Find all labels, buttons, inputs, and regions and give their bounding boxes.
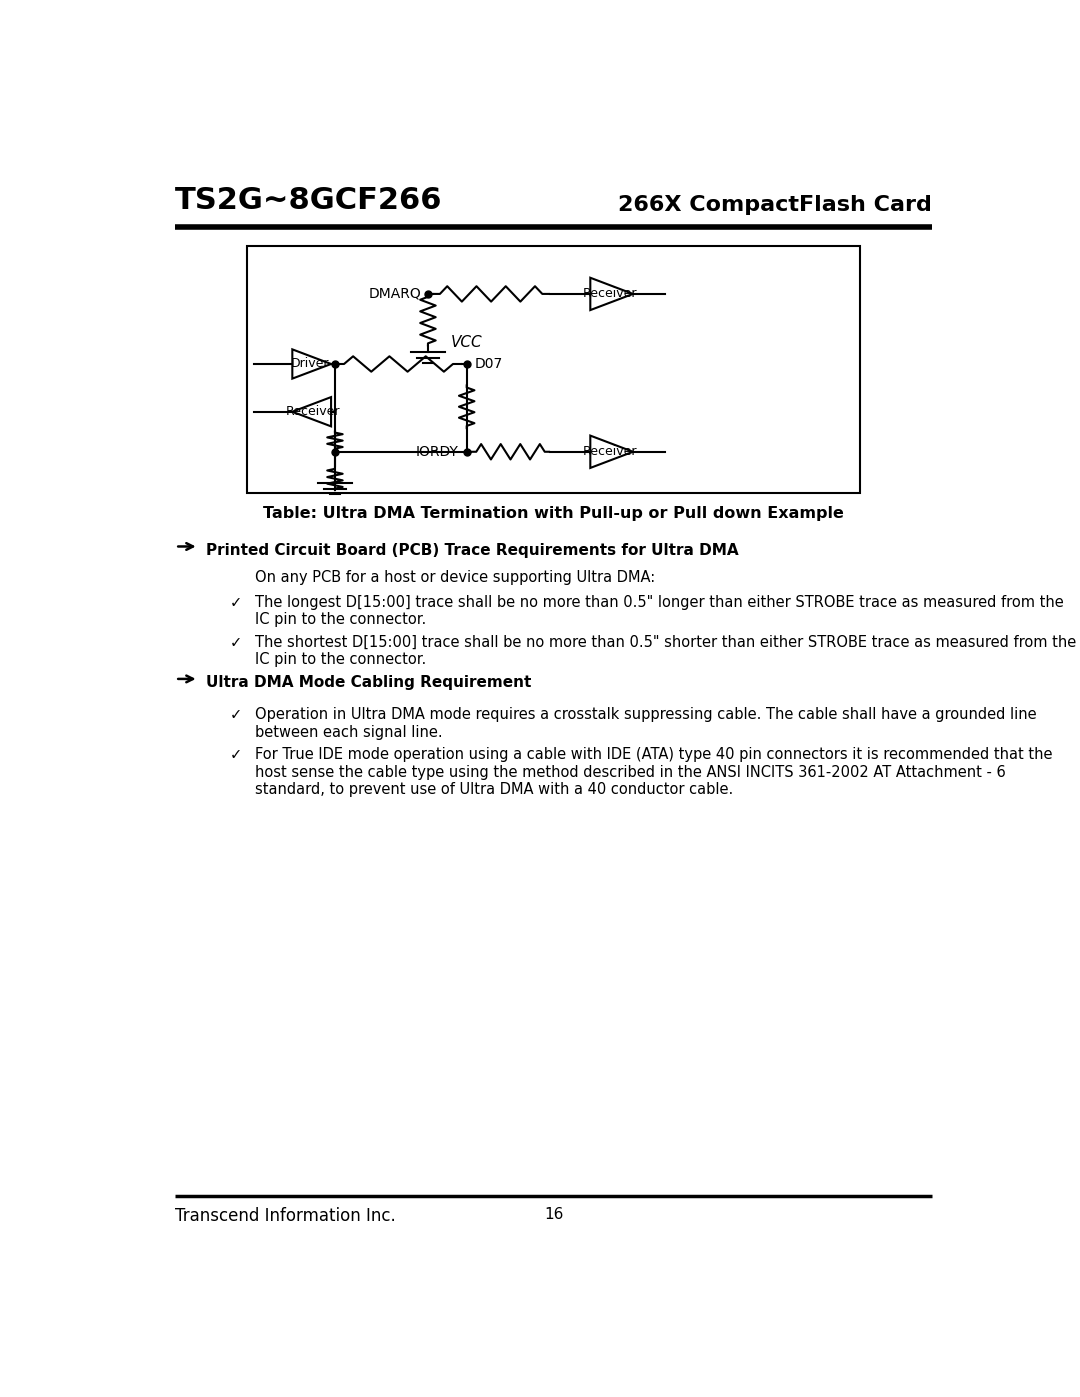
Text: Operation in Ultra DMA mode requires a crosstalk suppressing cable. The cable sh: Operation in Ultra DMA mode requires a c… [255, 707, 1037, 740]
Text: DMARQ: DMARQ [369, 286, 422, 300]
Text: On any PCB for a host or device supporting Ultra DMA:: On any PCB for a host or device supporti… [255, 570, 656, 585]
Text: VCC: VCC [450, 335, 483, 351]
Text: The shortest D[15:00] trace shall be no more than 0.5" shorter than either STROB: The shortest D[15:00] trace shall be no … [255, 636, 1077, 668]
Text: IORDY: IORDY [416, 444, 459, 458]
Text: 266X CompactFlash Card: 266X CompactFlash Card [618, 196, 932, 215]
Text: D07: D07 [474, 358, 502, 372]
Text: For True IDE mode operation using a cable with IDE (ATA) type 40 pin connectors : For True IDE mode operation using a cabl… [255, 747, 1053, 798]
Text: Ultra DMA Mode Cabling Requirement: Ultra DMA Mode Cabling Requirement [206, 675, 531, 690]
Text: Receiver: Receiver [583, 288, 637, 300]
Text: Transcend Information Inc.: Transcend Information Inc. [175, 1207, 396, 1225]
Text: 16: 16 [544, 1207, 563, 1222]
Text: ✓: ✓ [230, 747, 242, 763]
Text: The longest D[15:00] trace shall be no more than 0.5" longer than either STROBE : The longest D[15:00] trace shall be no m… [255, 595, 1064, 627]
Text: ✓: ✓ [230, 707, 242, 722]
Text: ✓: ✓ [230, 636, 242, 650]
Text: Receiver: Receiver [583, 446, 637, 458]
Text: ✓: ✓ [230, 595, 242, 610]
Text: Driver: Driver [291, 358, 329, 370]
Text: Printed Circuit Board (PCB) Trace Requirements for Ultra DMA: Printed Circuit Board (PCB) Trace Requir… [206, 542, 739, 557]
Text: Receiver: Receiver [286, 405, 340, 418]
Bar [247, 246, 860, 493]
Text: TS2G~8GCF266: TS2G~8GCF266 [175, 186, 443, 215]
Text: Table: Ultra DMA Termination with Pull-up or Pull down Example: Table: Ultra DMA Termination with Pull-u… [264, 506, 843, 521]
